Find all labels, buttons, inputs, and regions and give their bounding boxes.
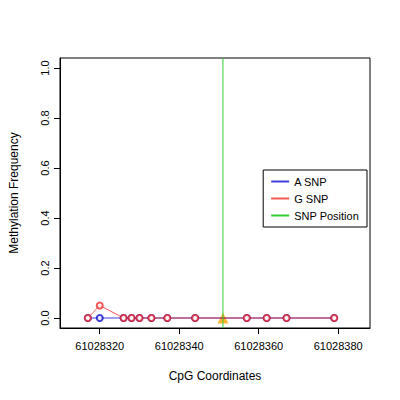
svg-text:61028380: 61028380 — [314, 340, 363, 352]
svg-text:A SNP: A SNP — [294, 176, 326, 188]
svg-text:61028360: 61028360 — [234, 340, 283, 352]
svg-text:G SNP: G SNP — [294, 193, 328, 205]
svg-text:61028320: 61028320 — [75, 340, 124, 352]
svg-text:0.2: 0.2 — [39, 260, 51, 275]
svg-text:0.6: 0.6 — [39, 160, 51, 175]
svg-text:SNP Position: SNP Position — [294, 210, 359, 222]
svg-text:0.8: 0.8 — [39, 110, 51, 125]
svg-text:61028340: 61028340 — [155, 340, 204, 352]
svg-text:CpG Coordinates: CpG Coordinates — [169, 369, 262, 383]
svg-text:Methylation Frequency: Methylation Frequency — [7, 132, 21, 253]
svg-text:0.4: 0.4 — [39, 210, 51, 225]
svg-text:1.0: 1.0 — [39, 60, 51, 75]
svg-text:0.0: 0.0 — [39, 310, 51, 325]
